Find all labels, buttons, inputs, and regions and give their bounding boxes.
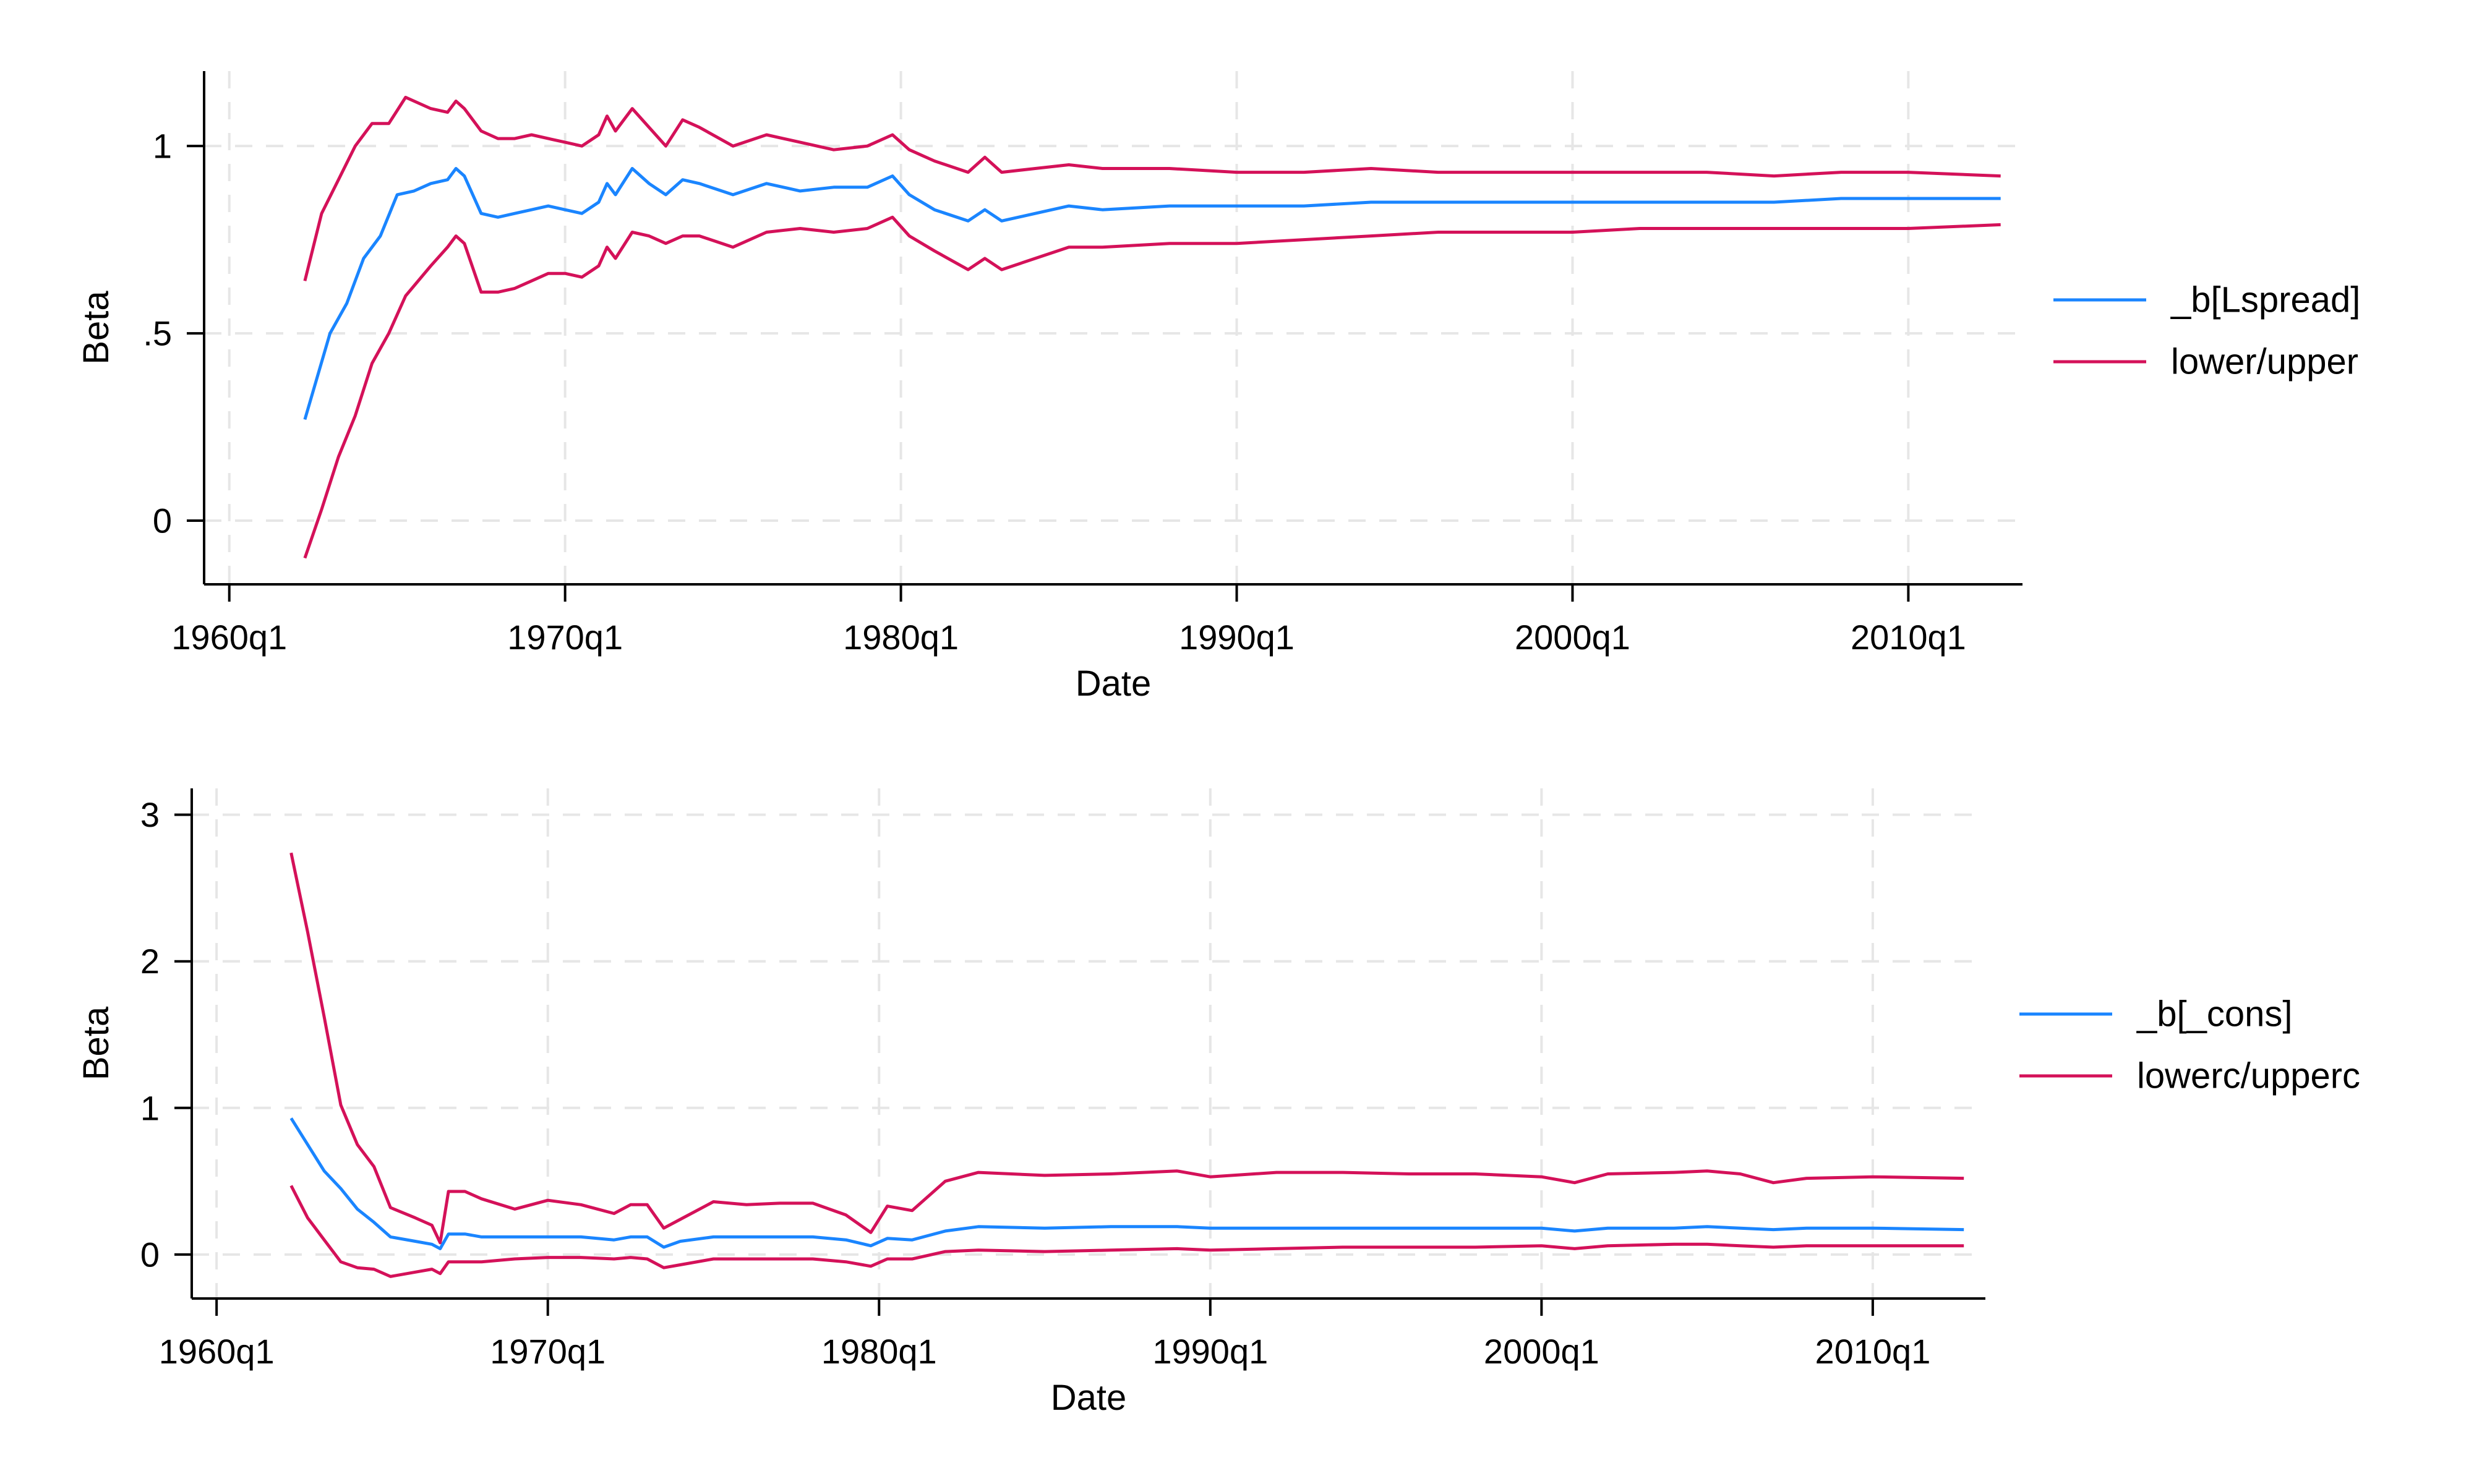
x-tick-label: 1990q1 bbox=[1152, 1332, 1268, 1371]
y-tick-label: .5 bbox=[143, 314, 172, 353]
legend-label: lower/upper bbox=[2171, 342, 2358, 382]
x-axis-title: Date bbox=[1051, 1378, 1127, 1418]
y-axis-title: Beta bbox=[76, 291, 116, 365]
y-tick-label: 1 bbox=[140, 1088, 160, 1127]
series-line-estimate bbox=[289, 1117, 1964, 1250]
series-line-band bbox=[303, 215, 2001, 559]
legend-label: _b[_cons] bbox=[2136, 994, 2293, 1034]
x-tick-label: 2000q1 bbox=[1515, 618, 1630, 657]
series-line-band bbox=[303, 95, 2001, 281]
y-tick-label: 3 bbox=[140, 795, 160, 834]
x-tick-label: 1970q1 bbox=[490, 1332, 606, 1371]
legend-label: _b[Lspread] bbox=[2170, 280, 2360, 320]
x-tick-label: 1990q1 bbox=[1179, 618, 1295, 657]
x-tick-label: 2000q1 bbox=[1484, 1332, 1599, 1371]
y-tick-label: 2 bbox=[140, 942, 160, 981]
series-line-band bbox=[289, 1185, 1964, 1278]
y-tick-label: 1 bbox=[153, 127, 172, 166]
x-tick-label: 1980q1 bbox=[843, 618, 959, 657]
series-line-band bbox=[289, 852, 1964, 1245]
x-tick-label: 2010q1 bbox=[1815, 1332, 1930, 1371]
chart-panel-cons: 0 1 2 3 1960q1 1970q1 1980q1 1990q1 2000q1 2010q1… bbox=[76, 788, 2360, 1418]
x-tick-label: 2010q1 bbox=[1851, 618, 1966, 657]
x-tick-label: 1960q1 bbox=[159, 1332, 275, 1371]
x-tick-label: 1960q1 bbox=[171, 618, 287, 657]
legend-label: lowerc/upperc bbox=[2137, 1056, 2360, 1096]
y-tick-label: 0 bbox=[140, 1235, 160, 1274]
x-tick-label: 1970q1 bbox=[507, 618, 623, 657]
x-tick-label: 1980q1 bbox=[821, 1332, 937, 1371]
x-axis-title: Date bbox=[1076, 663, 1152, 704]
y-tick-label: 0 bbox=[153, 501, 172, 540]
chart-panel-lspread: 0 .5 1 1960q1 1970q1 1980q1 1990q1 2000q1 2010q1… bbox=[76, 71, 2360, 704]
y-axis-title: Beta bbox=[76, 1006, 116, 1080]
series-line-estimate bbox=[303, 167, 2001, 420]
